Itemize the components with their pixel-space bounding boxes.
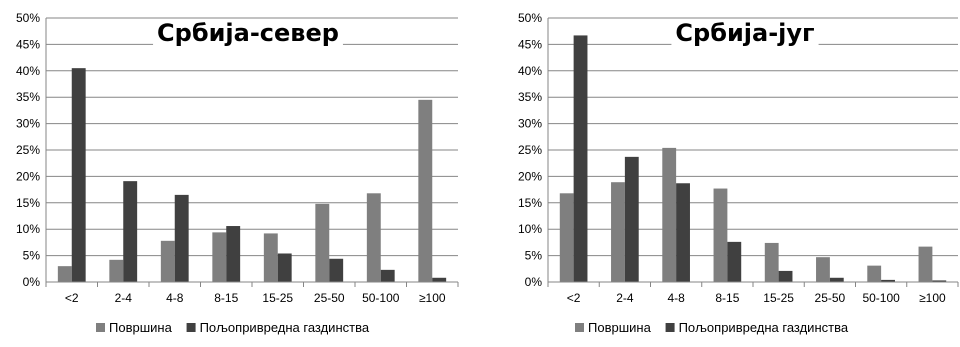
x-tick-label: 25-50: [314, 291, 345, 305]
bar-holdings: [174, 194, 189, 282]
bar-area: [109, 259, 124, 282]
legend-swatch: [96, 323, 105, 332]
x-tick-label: 2-4: [115, 291, 133, 305]
x-tick-label: ≥100: [919, 291, 946, 305]
y-tick-label: 30%: [518, 117, 542, 131]
bar-holdings: [932, 280, 947, 282]
y-tick-label: 35%: [16, 90, 40, 104]
chart-title: Србија-север: [157, 19, 339, 47]
chart-title-backdrop: [153, 19, 343, 47]
y-tick-label: 50%: [16, 11, 40, 25]
bar-area: [160, 240, 175, 282]
bar-area: [867, 265, 882, 282]
legend-label: Површина: [588, 320, 652, 335]
y-tick-label: 20%: [518, 169, 542, 183]
bar-area: [57, 266, 72, 282]
y-tick-label: 45%: [16, 37, 40, 51]
y-tick-label: 0%: [23, 275, 41, 289]
bar-area: [559, 193, 574, 282]
x-tick-label: 8-15: [214, 291, 238, 305]
bar-holdings: [226, 226, 241, 282]
chart-title-backdrop: [671, 19, 819, 47]
y-tick-label: 35%: [518, 90, 542, 104]
y-tick-label: 15%: [518, 196, 542, 210]
bar-holdings: [778, 270, 793, 282]
y-tick-label: 30%: [16, 117, 40, 131]
x-tick-label: <2: [65, 291, 79, 305]
y-tick-label: 25%: [518, 143, 542, 157]
bar-area: [918, 246, 933, 282]
bar-holdings: [727, 241, 742, 282]
y-tick-label: 25%: [16, 143, 40, 157]
y-tick-label: 20%: [16, 169, 40, 183]
x-tick-label: ≥100: [419, 291, 446, 305]
y-tick-label: 15%: [16, 196, 40, 210]
x-tick-label: 15-25: [763, 291, 794, 305]
legend-label: Пољопривредна газдинства: [679, 320, 849, 335]
bar-holdings: [277, 253, 292, 282]
x-tick-label: 2-4: [616, 291, 634, 305]
bar-holdings: [676, 183, 690, 282]
y-tick-label: 10%: [518, 222, 542, 236]
bar-area: [366, 193, 381, 282]
x-tick-label: <2: [567, 291, 581, 305]
x-tick-label: 4-8: [667, 291, 685, 305]
y-tick-label: 5%: [525, 249, 543, 263]
x-tick-label: 15-25: [262, 291, 293, 305]
legend-swatch: [575, 323, 584, 332]
bar-area: [263, 233, 278, 282]
bar-holdings: [329, 258, 344, 282]
x-tick-label: 25-50: [815, 291, 846, 305]
legend-label: Пољопривредна газдинства: [200, 320, 370, 335]
bar-area: [611, 182, 625, 282]
bar-area: [315, 203, 330, 282]
chart-1: 0% 5% 10% 15% 20% 25% 30% 35% 40% 45% 50% <2 2-4 4-8 8…: [16, 11, 459, 335]
y-tick-label: 5%: [23, 249, 41, 263]
legend-label: Површина: [109, 320, 173, 335]
chart-title: Србија-југ: [675, 19, 814, 47]
y-tick-label: 40%: [518, 64, 542, 78]
legend-swatch: [186, 323, 196, 332]
bar-area: [418, 99, 433, 282]
bar-holdings: [881, 279, 895, 282]
y-tick-label: 10%: [16, 222, 40, 236]
x-tick-label: 4-8: [166, 291, 184, 305]
bar-holdings: [829, 277, 844, 282]
x-tick-label: 8-15: [715, 291, 739, 305]
bar-area: [713, 188, 728, 282]
bar-holdings: [123, 181, 138, 282]
bar-holdings: [432, 277, 447, 282]
bar-area: [764, 242, 779, 282]
bar-holdings: [573, 35, 588, 283]
chart-2: 0% 5% 10% 15% 20% 25% 30% 35% 40% 45% 50% <2 2-4 4-8 8…: [518, 11, 959, 335]
bar-holdings: [380, 269, 395, 282]
y-tick-label: 45%: [518, 37, 542, 51]
bar-holdings: [624, 156, 639, 282]
bar-area: [662, 147, 677, 282]
bar-area: [816, 257, 830, 282]
y-tick-label: 50%: [518, 11, 542, 25]
bar-area: [212, 232, 227, 282]
x-tick-label: 50-100: [362, 291, 400, 305]
x-tick-label: 50-100: [862, 291, 900, 305]
legend-swatch: [665, 323, 675, 332]
y-tick-label: 40%: [16, 64, 40, 78]
bar-holdings: [71, 68, 86, 282]
y-tick-label: 0%: [525, 275, 543, 289]
